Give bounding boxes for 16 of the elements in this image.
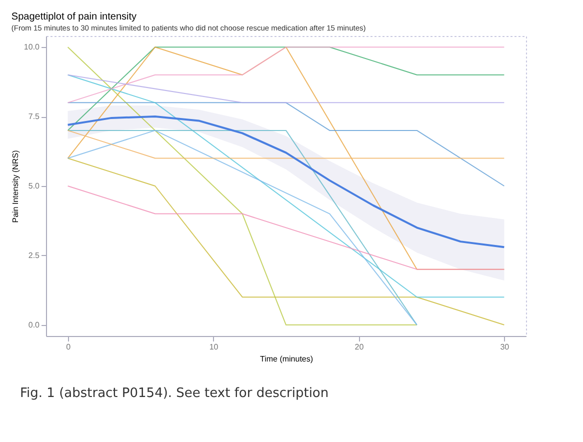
x-axis-title: Time (minutes): [260, 354, 314, 364]
line-series: [67, 186, 505, 270]
line-series: [66, 116, 506, 248]
x-tick-label: 30: [500, 342, 510, 352]
x-tick-label: 0: [66, 342, 72, 352]
x-tick-label: 20: [354, 342, 364, 352]
chart-title: Spagettiplot of pain intensity: [11, 12, 137, 22]
y-tick-label: 0.0: [28, 320, 40, 330]
x-tick-label: 10: [209, 342, 219, 352]
y-axis-title: Pain Intensity (NRS): [10, 150, 20, 223]
y-tick-label: 7.5: [28, 112, 40, 122]
y-tick-label: 5.0: [28, 182, 40, 190]
line-series: [67, 158, 505, 326]
y-tick-label: 2.5: [28, 250, 40, 260]
y-tick-label: 10.0: [24, 42, 40, 52]
caption: Fig. 1 (abstract P0154). See text for description: [20, 386, 330, 401]
